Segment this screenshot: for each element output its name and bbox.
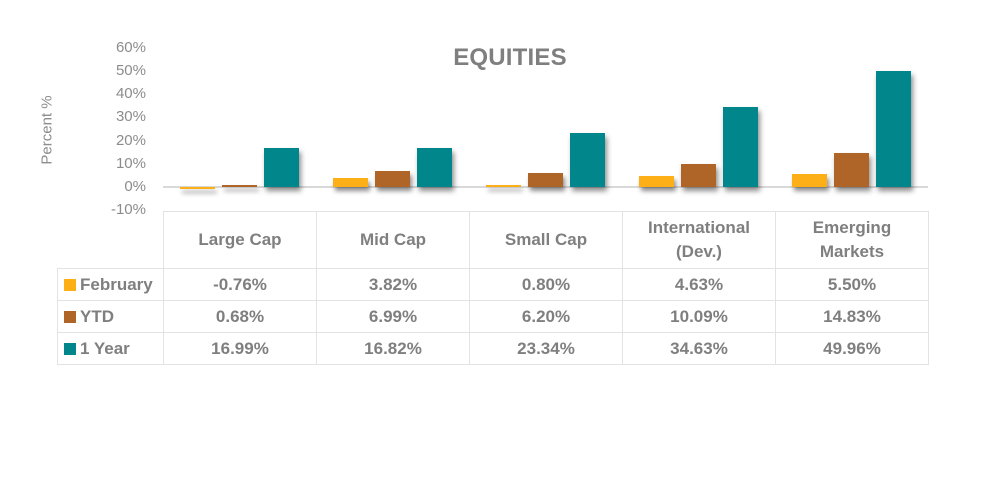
- legend-label: YTD: [80, 306, 114, 326]
- bar-february: [639, 176, 674, 187]
- legend-entry: February: [57, 268, 164, 301]
- y-tick-label: 20%: [115, 131, 146, 149]
- bar-1-year: [264, 147, 299, 187]
- bar-february: [180, 187, 215, 189]
- bar-february: [486, 185, 521, 187]
- category-header-line: Markets: [819, 242, 885, 261]
- bar-1-year: [570, 132, 605, 187]
- category-header: Mid Cap: [316, 211, 470, 269]
- category-header-line: Small Cap: [504, 230, 588, 249]
- category-header: International (Dev.): [622, 211, 776, 269]
- table-cell: 16.99%: [163, 332, 317, 365]
- bar-february: [333, 178, 368, 187]
- bar-ytd: [222, 185, 257, 187]
- category-header-line: Mid Cap: [359, 230, 427, 249]
- table-cell: 10.09%: [622, 300, 776, 333]
- bar-february: [792, 174, 827, 187]
- table-cell: 5.50%: [775, 268, 929, 301]
- legend-swatch-icon: [64, 342, 76, 355]
- table-cell: 0.68%: [163, 300, 317, 333]
- table-row: YTD 0.68% 6.99% 6.20% 10.09% 14.83%: [57, 300, 929, 333]
- table-cell: 16.82%: [316, 332, 470, 365]
- table-cell: 49.96%: [775, 332, 929, 365]
- table-cell: -0.76%: [163, 268, 317, 301]
- table-cell: 14.83%: [775, 300, 929, 333]
- table-cell: 4.63%: [622, 268, 776, 301]
- category-header: Small Cap: [469, 211, 623, 269]
- y-tick-label: 10%: [115, 154, 146, 172]
- zero-axis-line: [163, 186, 928, 188]
- bar-1-year: [417, 147, 452, 187]
- data-table: Large Cap Mid Cap Small Cap International (D…: [57, 211, 929, 365]
- category-header: Large Cap: [163, 211, 317, 269]
- y-tick-label: 0%: [124, 178, 146, 195]
- table-cell: 6.20%: [469, 300, 623, 333]
- bar-ytd: [375, 170, 410, 187]
- legend-swatch-icon: [64, 310, 76, 323]
- category-header: Emerging Markets: [775, 211, 929, 269]
- table-row: February -0.76% 3.82% 0.80% 4.63% 5.50%: [57, 268, 929, 301]
- table-cell: 0.80%: [469, 268, 623, 301]
- table-cell: 34.63%: [622, 332, 776, 365]
- bar-ytd: [681, 163, 716, 187]
- legend-label: 1 Year: [80, 338, 130, 358]
- category-header-line: Large Cap: [198, 230, 282, 249]
- category-header-line: (Dev.): [676, 242, 722, 261]
- legend-label: February: [80, 274, 153, 294]
- y-tick-label: 30%: [115, 108, 146, 126]
- bar-ytd: [528, 172, 563, 187]
- bar-ytd: [834, 152, 869, 187]
- y-tick-label: 40%: [115, 85, 146, 103]
- table-cell: 6.99%: [316, 300, 470, 333]
- legend-entry: 1 Year: [57, 332, 164, 365]
- y-tick-label: 60%: [115, 38, 146, 56]
- table-cell: 23.34%: [469, 332, 623, 365]
- table-row: 1 Year 16.99% 16.82% 23.34% 34.63% 49.96%: [57, 332, 929, 365]
- category-header-line: Emerging: [812, 218, 892, 237]
- bar-1-year: [876, 71, 911, 187]
- y-axis-label: Percent %: [38, 95, 56, 165]
- table-corner: [57, 211, 164, 269]
- table-cell: 3.82%: [316, 268, 470, 301]
- category-header-line: International: [647, 218, 750, 237]
- bar-1-year: [723, 106, 758, 187]
- chart-title: EQUITIES: [453, 44, 567, 71]
- y-tick-label: 50%: [115, 62, 146, 79]
- legend-entry: YTD: [57, 300, 164, 333]
- legend-swatch-icon: [64, 278, 76, 291]
